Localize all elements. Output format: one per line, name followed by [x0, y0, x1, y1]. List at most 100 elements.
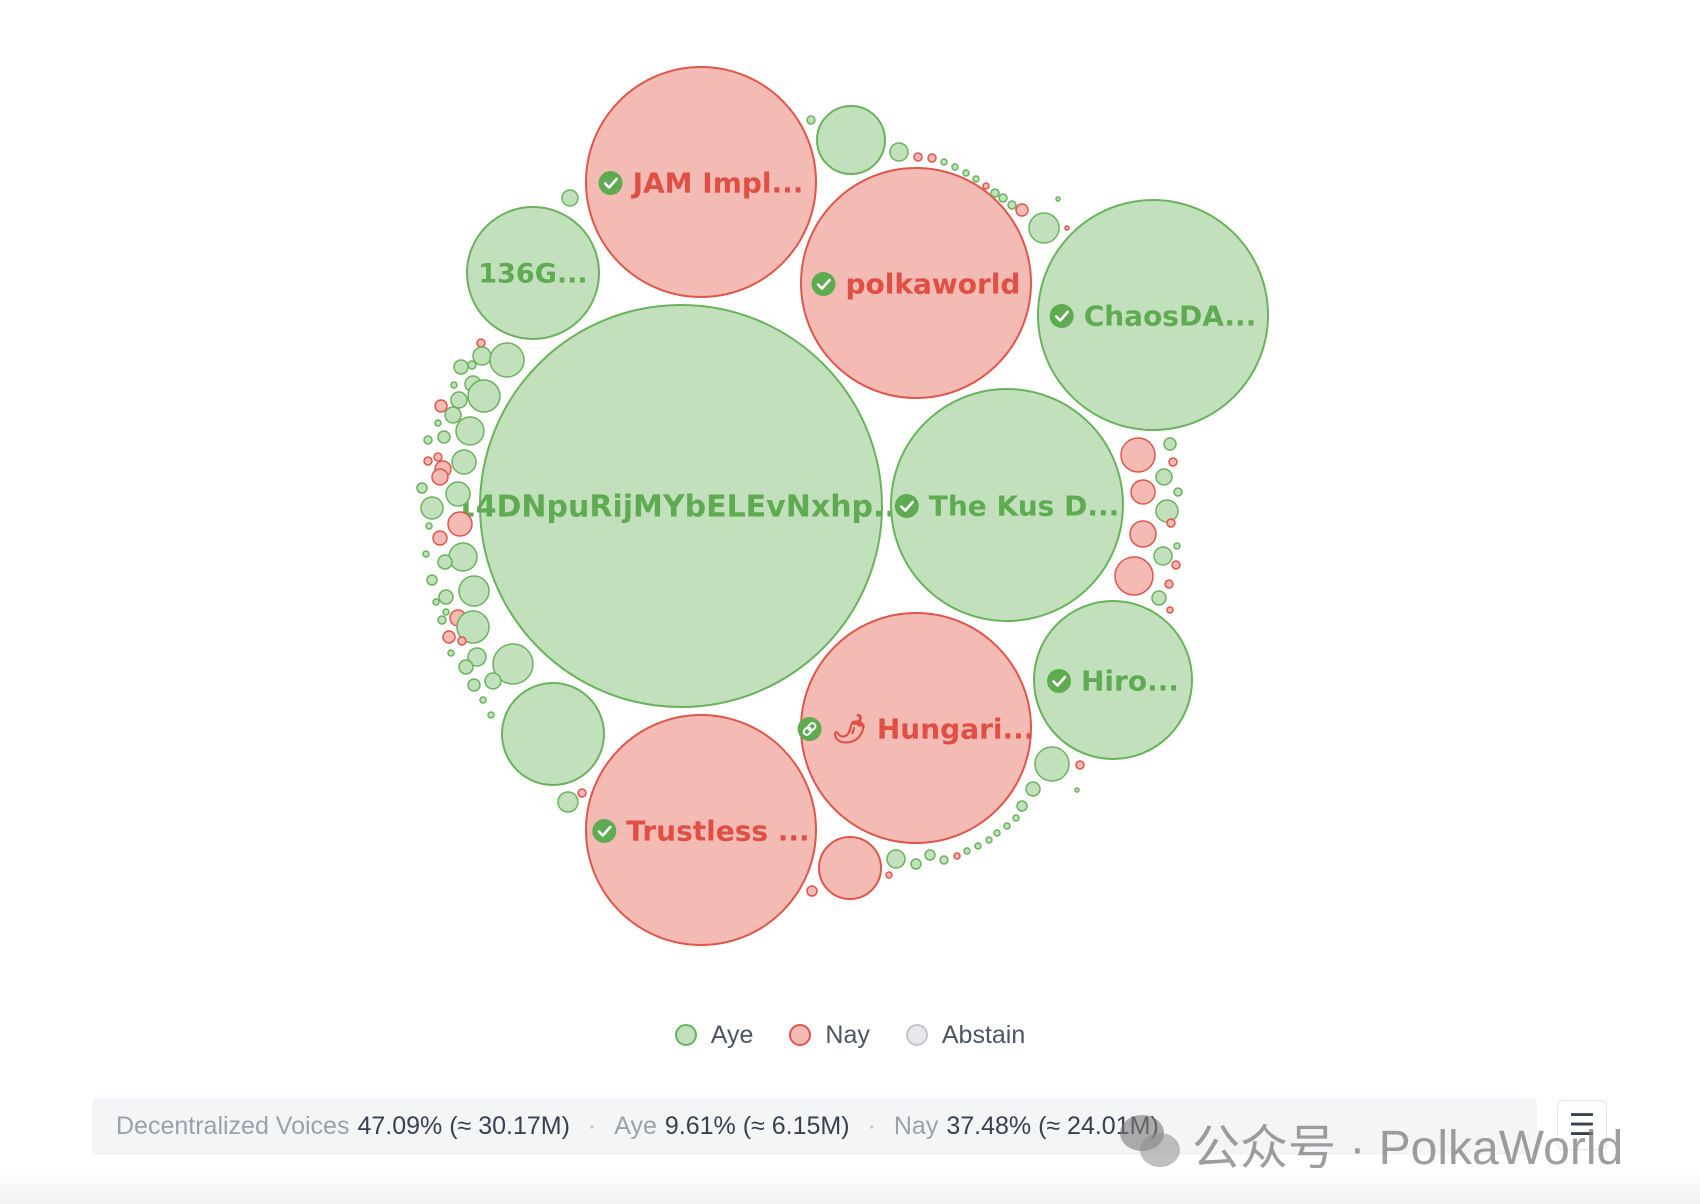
- minor-voter-bubble[interactable]: [806, 115, 816, 125]
- bubble-136g[interactable]: 136G...: [466, 206, 600, 340]
- menu-button[interactable]: ☰: [1557, 1100, 1607, 1150]
- minor-voter-bubble[interactable]: [990, 188, 1000, 198]
- minor-voter-bubble[interactable]: [426, 574, 438, 586]
- minor-voter-bubble[interactable]: [993, 829, 1001, 837]
- bubble-the-kus-d[interactable]: The Kus D...: [890, 388, 1124, 622]
- minor-voter-bubble[interactable]: [1173, 542, 1181, 550]
- minor-voter-bubble[interactable]: [1153, 546, 1173, 566]
- minor-voter-bubble[interactable]: [1163, 437, 1177, 451]
- minor-voter-bubble[interactable]: [910, 858, 922, 870]
- minor-voter-bubble[interactable]: [458, 659, 474, 675]
- bubble-unnamed-11[interactable]: [818, 836, 882, 900]
- legend-item-aye[interactable]: Aye: [674, 1021, 753, 1050]
- minor-voter-bubble[interactable]: [437, 554, 453, 570]
- minor-voter-bubble[interactable]: [467, 379, 501, 413]
- minor-voter-bubble[interactable]: [889, 142, 909, 162]
- minor-voter-bubble[interactable]: [492, 643, 534, 685]
- minor-voter-bubble[interactable]: [420, 496, 444, 520]
- minor-voter-bubble[interactable]: [1155, 499, 1179, 523]
- bubble-unnamed-10[interactable]: [816, 105, 886, 175]
- minor-voter-bubble[interactable]: [479, 696, 487, 704]
- minor-voter-bubble[interactable]: [453, 359, 469, 375]
- minor-voter-bubble[interactable]: [437, 615, 447, 625]
- minor-voter-bubble[interactable]: [448, 542, 478, 572]
- bubble-trustless[interactable]: Trustless ...: [585, 714, 817, 946]
- minor-voter-bubble[interactable]: [1151, 590, 1167, 606]
- bubble-14dnpurijmybelevnxhp[interactable]: 14DNpuRijMYbELEvNxhp...: [455, 304, 907, 708]
- minor-voter-bubble[interactable]: [806, 885, 818, 897]
- minor-voter-bubble[interactable]: [447, 649, 455, 657]
- minor-voter-bubble[interactable]: [1164, 579, 1174, 589]
- minor-voter-bubble[interactable]: [438, 589, 454, 605]
- minor-voter-bubble[interactable]: [484, 672, 502, 690]
- minor-voter-bubble[interactable]: [457, 636, 467, 646]
- minor-voter-bubble[interactable]: [434, 399, 448, 413]
- minor-voter-bubble[interactable]: [963, 847, 971, 855]
- minor-voter-bubble[interactable]: [432, 598, 440, 606]
- minor-voter-bubble[interactable]: [886, 849, 906, 869]
- minor-voter-bubble[interactable]: [432, 530, 448, 546]
- minor-voter-bubble[interactable]: [431, 468, 449, 486]
- minor-voter-bubble[interactable]: [447, 511, 473, 537]
- minor-voter-bubble[interactable]: [1064, 225, 1070, 231]
- minor-voter-bubble[interactable]: [456, 610, 490, 644]
- bubble-hiro[interactable]: Hiro...: [1033, 600, 1193, 760]
- minor-voter-bubble[interactable]: [422, 550, 430, 558]
- minor-voter-bubble[interactable]: [1034, 746, 1070, 782]
- minor-voter-bubble[interactable]: [423, 435, 433, 445]
- minor-voter-bubble[interactable]: [433, 452, 443, 462]
- minor-voter-bubble[interactable]: [1130, 479, 1156, 505]
- bubble-hungari[interactable]: 🌶 Hungari...: [797, 612, 1035, 844]
- minor-voter-bubble[interactable]: [939, 855, 949, 865]
- minor-voter-bubble[interactable]: [998, 193, 1008, 203]
- minor-voter-bubble[interactable]: [467, 678, 481, 692]
- minor-voter-bubble[interactable]: [467, 360, 477, 370]
- minor-voter-bubble[interactable]: [940, 158, 948, 166]
- minor-voter-bubble[interactable]: [1171, 560, 1181, 570]
- minor-voter-bubble[interactable]: [1173, 487, 1183, 497]
- minor-voter-bubble[interactable]: [561, 189, 579, 207]
- minor-voter-bubble[interactable]: [467, 647, 487, 667]
- minor-voter-bubble[interactable]: [1120, 437, 1156, 473]
- minor-voter-bubble[interactable]: [1055, 196, 1061, 202]
- minor-voter-bubble[interactable]: [577, 788, 587, 798]
- minor-voter-bubble[interactable]: [1075, 760, 1085, 770]
- legend-item-nay[interactable]: Nay: [789, 1021, 870, 1050]
- minor-voter-bubble[interactable]: [451, 449, 477, 475]
- minor-voter-bubble[interactable]: [437, 430, 451, 444]
- minor-voter-bubble[interactable]: [450, 391, 468, 409]
- minor-voter-bubble[interactable]: [972, 175, 980, 183]
- bubble-chaosda[interactable]: ChaosDA...: [1037, 199, 1269, 431]
- minor-voter-bubble[interactable]: [489, 342, 525, 378]
- minor-voter-bubble[interactable]: [1074, 787, 1080, 793]
- minor-voter-bubble[interactable]: [1025, 781, 1041, 797]
- minor-voter-bubble[interactable]: [951, 163, 959, 171]
- minor-voter-bubble[interactable]: [1166, 606, 1174, 614]
- minor-voter-bubble[interactable]: [444, 406, 462, 424]
- minor-voter-bubble[interactable]: [1015, 203, 1029, 217]
- minor-voter-bubble[interactable]: [985, 836, 993, 844]
- minor-voter-bubble[interactable]: [423, 456, 433, 466]
- minor-voter-bubble[interactable]: [557, 791, 579, 813]
- minor-voter-bubble[interactable]: [1155, 468, 1173, 486]
- minor-voter-bubble[interactable]: [1166, 518, 1176, 528]
- minor-voter-bubble[interactable]: [927, 153, 937, 163]
- minor-voter-bubble[interactable]: [442, 608, 450, 616]
- minor-voter-bubble[interactable]: [1007, 200, 1017, 210]
- minor-voter-bubble[interactable]: [1012, 814, 1020, 822]
- minor-voter-bubble[interactable]: [1168, 457, 1178, 467]
- minor-voter-bubble[interactable]: [442, 630, 456, 644]
- minor-voter-bubble[interactable]: [924, 849, 936, 861]
- minor-voter-bubble[interactable]: [974, 842, 982, 850]
- minor-voter-bubble[interactable]: [455, 416, 485, 446]
- minor-voter-bubble[interactable]: [458, 575, 490, 607]
- minor-voter-bubble[interactable]: [913, 152, 923, 162]
- minor-voter-bubble[interactable]: [1114, 556, 1154, 596]
- minor-voter-bubble[interactable]: [434, 419, 442, 427]
- minor-voter-bubble[interactable]: [476, 338, 486, 348]
- minor-voter-bubble[interactable]: [1016, 800, 1028, 812]
- bubble-unnamed-9[interactable]: [501, 682, 605, 786]
- bubble-polkaworld[interactable]: polkaworld: [800, 167, 1032, 399]
- minor-voter-bubble[interactable]: [425, 522, 433, 530]
- minor-voter-bubble[interactable]: [1129, 520, 1157, 548]
